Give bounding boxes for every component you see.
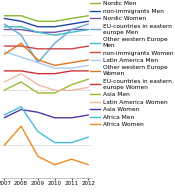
Legend: Nordic Men, non-immigrants Men, Nordic Women, EU-countries in eastern
europe Men: Nordic Men, non-immigrants Men, Nordic W… (90, 1, 173, 127)
